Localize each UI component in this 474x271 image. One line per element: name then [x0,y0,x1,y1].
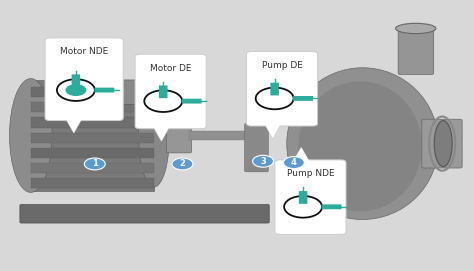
FancyBboxPatch shape [293,96,313,101]
FancyBboxPatch shape [245,124,268,172]
Polygon shape [264,123,282,138]
Ellipse shape [287,68,438,220]
FancyBboxPatch shape [398,28,434,75]
Ellipse shape [299,81,422,211]
FancyBboxPatch shape [31,80,154,191]
Circle shape [284,196,322,218]
FancyBboxPatch shape [72,74,80,87]
FancyBboxPatch shape [159,85,167,98]
FancyBboxPatch shape [45,38,123,121]
Bar [31,133,154,143]
FancyBboxPatch shape [422,119,462,168]
Text: Motor DE: Motor DE [150,64,191,73]
FancyBboxPatch shape [270,83,279,95]
Polygon shape [264,123,282,138]
Polygon shape [65,117,82,133]
FancyBboxPatch shape [135,54,206,129]
Polygon shape [65,118,82,133]
Circle shape [253,155,273,167]
Text: 2: 2 [180,159,185,169]
Bar [31,117,154,128]
Bar [31,163,154,173]
Bar [31,148,154,158]
Text: 4: 4 [291,158,297,167]
Text: 1: 1 [92,159,98,169]
Polygon shape [292,148,310,163]
FancyBboxPatch shape [275,160,346,234]
FancyBboxPatch shape [20,205,269,223]
Bar [31,87,154,97]
FancyBboxPatch shape [94,88,114,92]
Polygon shape [292,148,310,162]
Ellipse shape [395,23,436,34]
Circle shape [57,79,95,101]
Polygon shape [153,126,170,141]
Circle shape [172,158,193,170]
Circle shape [255,88,293,109]
Polygon shape [153,125,170,141]
Bar [31,102,154,112]
Circle shape [65,84,86,96]
Text: Pump NDE: Pump NDE [287,169,334,178]
FancyBboxPatch shape [321,204,341,209]
FancyBboxPatch shape [182,99,201,104]
Text: Motor NDE: Motor NDE [60,47,108,56]
FancyBboxPatch shape [246,51,318,126]
Text: 3: 3 [260,157,266,166]
Circle shape [144,90,182,112]
FancyBboxPatch shape [100,80,147,104]
Ellipse shape [138,84,170,187]
Circle shape [283,157,304,169]
Ellipse shape [434,121,452,167]
FancyBboxPatch shape [166,118,191,153]
Circle shape [84,158,105,170]
FancyBboxPatch shape [299,191,307,204]
Text: Pump DE: Pump DE [262,61,302,70]
Bar [31,178,154,188]
Bar [189,131,248,140]
Ellipse shape [9,79,52,192]
